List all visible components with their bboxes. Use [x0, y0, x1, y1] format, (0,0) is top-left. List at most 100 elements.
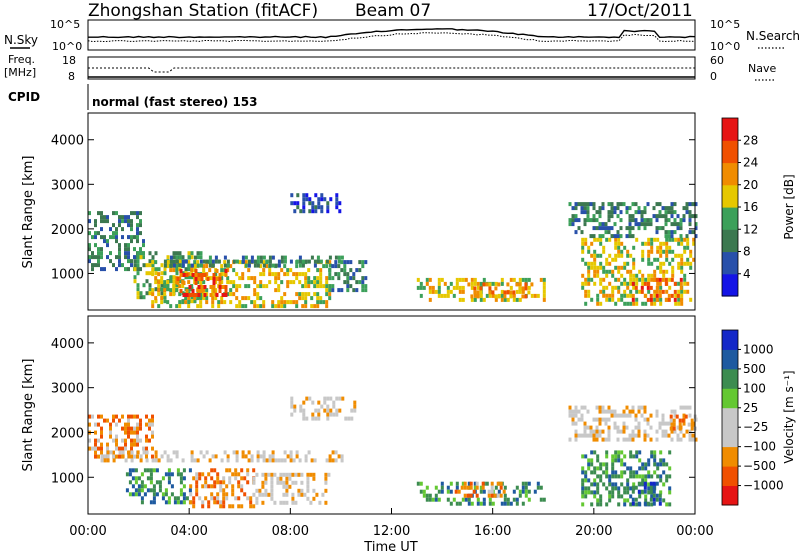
data-cell	[601, 202, 605, 207]
data-cell	[97, 251, 100, 256]
data-cell	[202, 296, 206, 301]
data-cell	[646, 297, 650, 302]
data-cell	[620, 470, 624, 475]
data-cell	[655, 493, 659, 498]
data-cell	[599, 301, 603, 306]
data-cell	[175, 268, 179, 273]
data-cell	[629, 502, 633, 507]
data-cell	[641, 462, 645, 467]
data-cell	[118, 450, 122, 455]
data-cell	[671, 269, 675, 274]
data-cell	[652, 493, 656, 498]
data-cell	[581, 237, 585, 242]
data-cell	[240, 468, 244, 473]
data-cell	[364, 288, 368, 293]
data-cell	[596, 301, 600, 306]
colorbar-cell	[722, 229, 738, 253]
data-cell	[197, 277, 201, 281]
data-cell	[691, 437, 695, 442]
data-cell	[625, 413, 629, 418]
data-cell	[493, 493, 497, 498]
data-cell	[246, 472, 250, 477]
data-cell	[270, 480, 274, 485]
data-cell	[91, 235, 94, 240]
data-cell	[640, 218, 644, 223]
data-cell	[306, 484, 310, 489]
data-cell	[668, 450, 672, 455]
data-cell	[667, 218, 671, 223]
data-cell	[580, 433, 584, 438]
data-cell	[634, 285, 638, 290]
data-cell	[157, 272, 161, 277]
data-cell	[151, 272, 155, 277]
data-cell	[264, 492, 268, 497]
data-cell	[638, 289, 642, 294]
data-cell	[136, 239, 139, 244]
data-cell	[145, 438, 148, 443]
data-cell	[631, 405, 635, 410]
data-cell	[170, 472, 174, 477]
data-cell	[647, 458, 651, 463]
data-cell	[638, 474, 642, 479]
data-cell	[656, 265, 660, 270]
data-cell	[679, 429, 683, 434]
data-cell	[580, 230, 584, 235]
data-cell	[488, 497, 492, 502]
data-cell	[437, 293, 441, 298]
data-cell	[189, 492, 193, 497]
data-cell	[631, 409, 635, 414]
data-cell	[212, 273, 216, 277]
data-cell	[201, 472, 205, 477]
freq-label-2: [MHz]	[4, 66, 36, 79]
data-cell	[653, 301, 657, 306]
data-cell	[667, 433, 671, 438]
data-cell	[584, 490, 588, 495]
data-cell	[659, 462, 663, 467]
data-cell	[643, 210, 647, 215]
data-cell	[641, 301, 645, 306]
data-cell	[659, 490, 663, 495]
data-cell	[656, 281, 660, 286]
colorbar-tick-label: −500	[743, 459, 776, 473]
data-cell	[509, 294, 513, 299]
data-cell	[294, 500, 298, 505]
data-cell	[249, 500, 253, 505]
data-cell	[279, 500, 283, 505]
data-cell	[169, 288, 173, 293]
data-cell	[607, 425, 611, 430]
data-cell	[515, 289, 519, 294]
data-cell	[488, 282, 492, 287]
data-cell	[583, 425, 587, 430]
data-cell	[655, 429, 659, 434]
data-cell	[637, 405, 641, 410]
data-cell	[628, 230, 632, 235]
data-cell	[638, 269, 642, 274]
data-cell	[136, 259, 140, 264]
data-cell	[497, 294, 501, 299]
colorbar-tick-label: 25	[743, 401, 758, 415]
data-cell	[262, 260, 266, 265]
data-cell	[623, 486, 627, 491]
data-cell	[295, 264, 299, 269]
data-cell	[679, 297, 683, 302]
data-cell	[590, 450, 594, 455]
data-cell	[325, 276, 329, 281]
data-cell	[163, 288, 167, 293]
data-cell	[201, 504, 205, 509]
data-cell	[210, 468, 214, 473]
data-cell	[106, 243, 109, 248]
data-cell	[190, 251, 194, 256]
data-cell	[288, 484, 292, 489]
data-cell	[210, 484, 214, 489]
data-cell	[308, 201, 312, 206]
data-cell	[425, 493, 429, 498]
data-cell	[322, 284, 326, 289]
data-cell	[632, 301, 636, 306]
data-cell	[353, 404, 357, 409]
data-cell	[583, 202, 587, 207]
data-cell	[235, 288, 239, 293]
data-cell	[659, 450, 663, 455]
data-cell	[193, 296, 197, 301]
data-cell	[512, 277, 516, 282]
